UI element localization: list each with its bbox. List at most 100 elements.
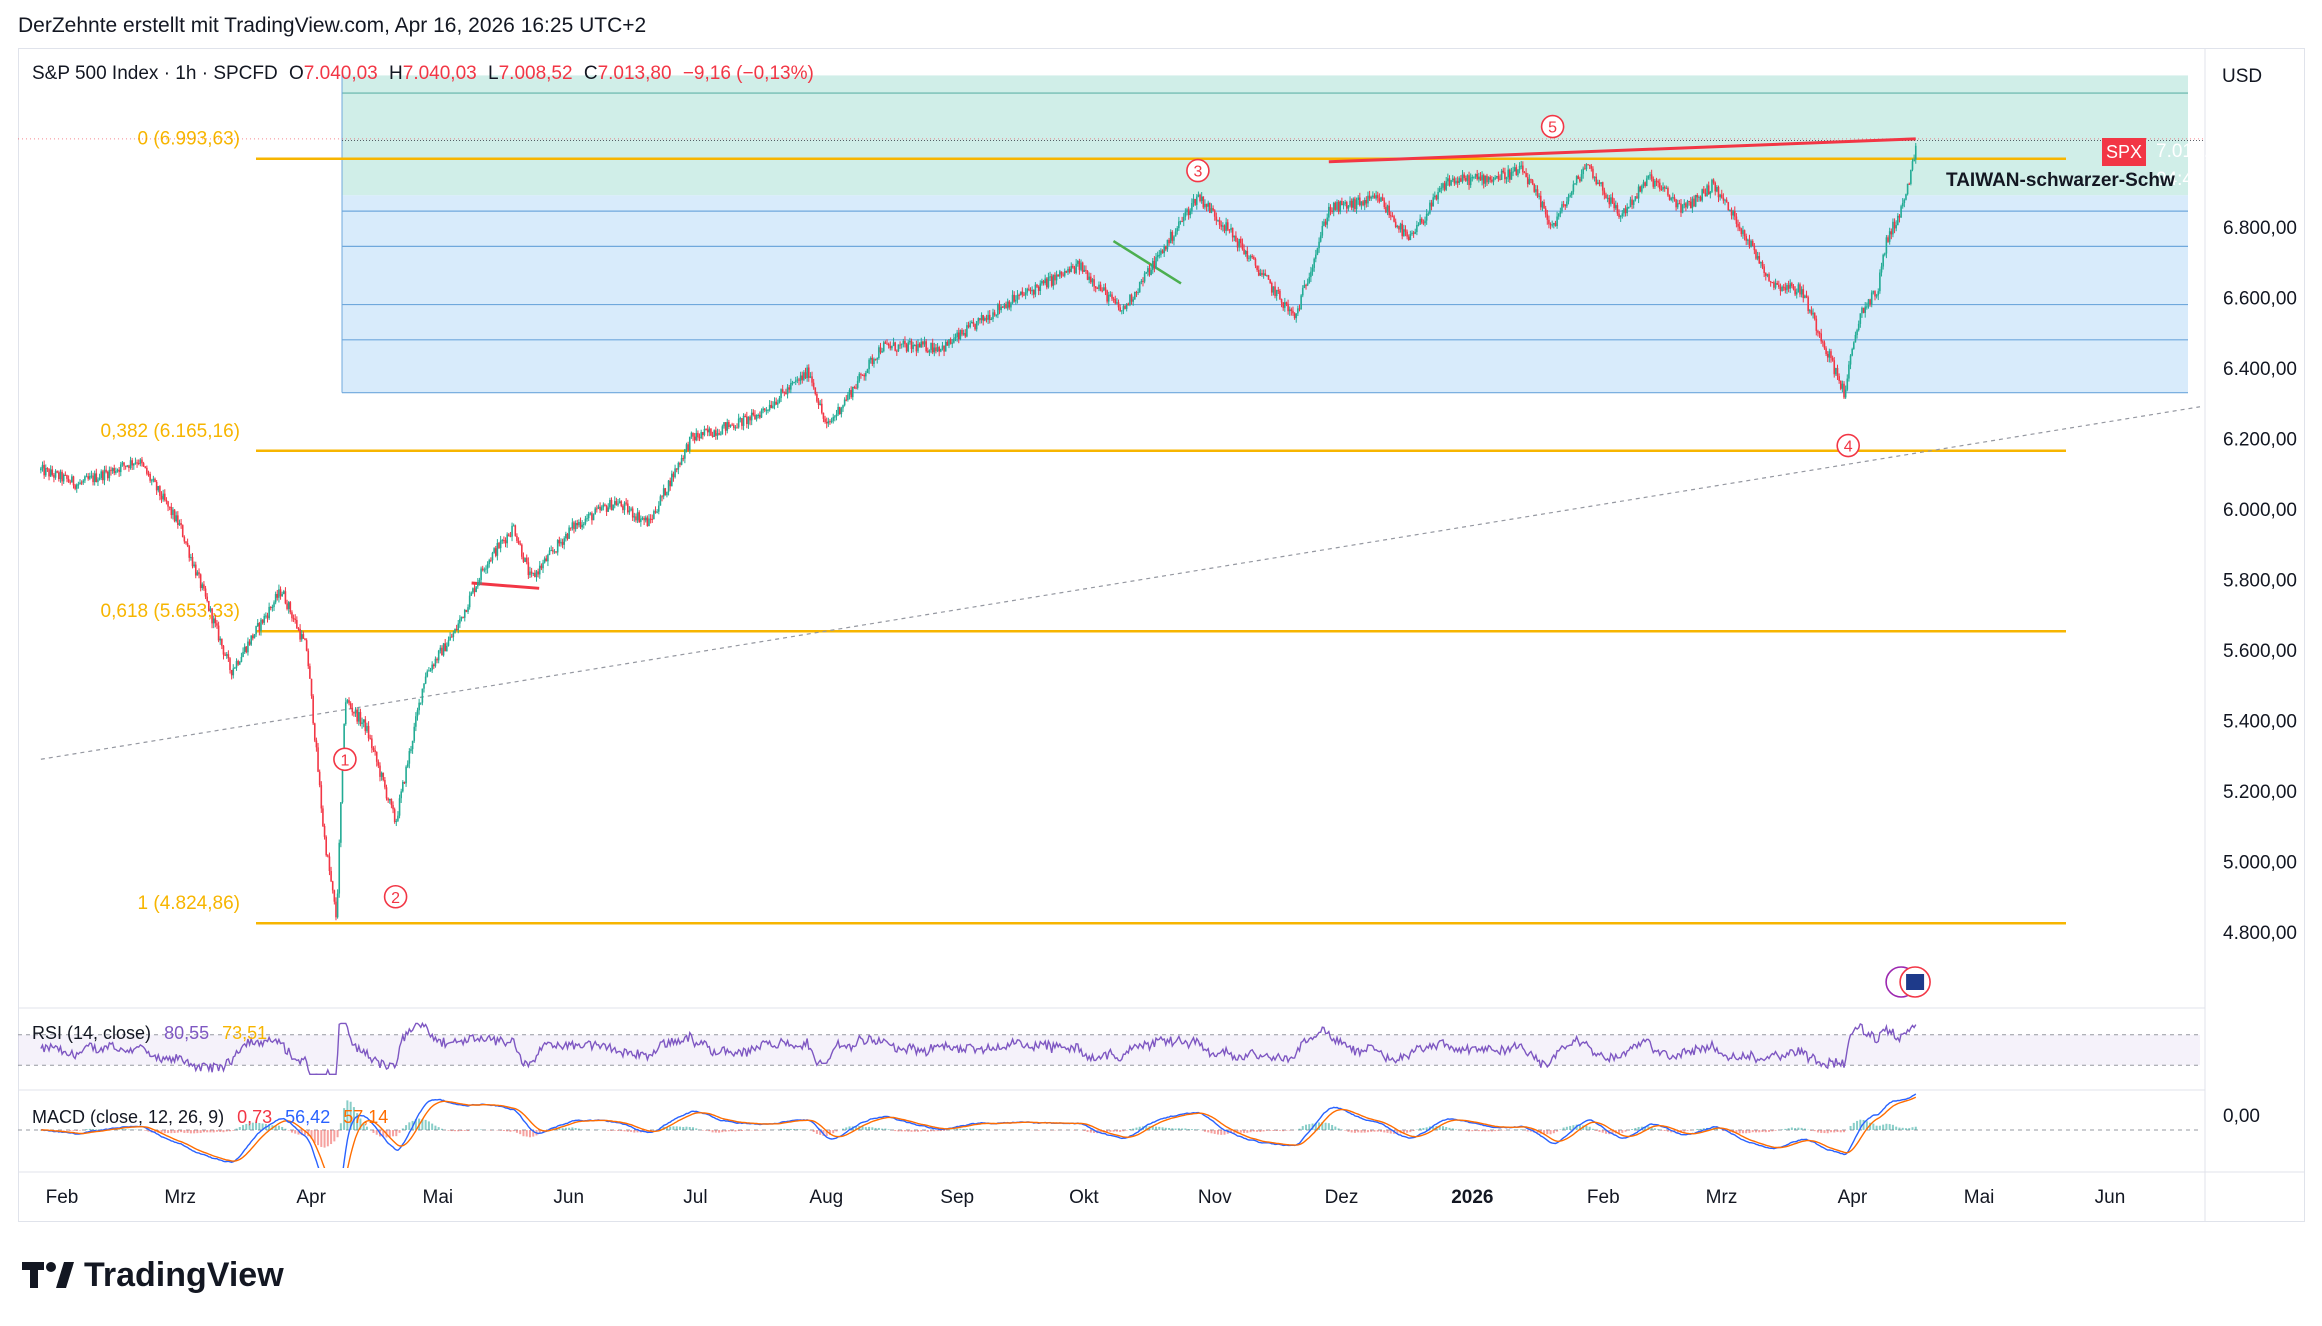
candle-body <box>1404 229 1407 232</box>
candle-body <box>274 594 277 603</box>
candle-body <box>617 503 619 506</box>
macd-histogram-bar <box>235 1128 238 1130</box>
x-tick-label: Apr <box>1838 1187 1868 1208</box>
annotation-label[interactable]: TAIWAN-schwarzer-Schw <box>1946 170 2175 191</box>
candle-body <box>1504 172 1506 180</box>
candle-body <box>1127 303 1130 306</box>
macd-histogram-bar <box>359 1118 362 1130</box>
currency-selector[interactable]: USD <box>2222 66 2263 87</box>
macd-histogram-bar <box>1321 1122 1324 1130</box>
candle-body <box>265 615 267 617</box>
macd-histogram-bar <box>692 1127 695 1130</box>
x-tick-label: Apr <box>296 1187 326 1208</box>
candle-body <box>1887 237 1889 242</box>
y-tick-label: 6.200,00 <box>2223 430 2297 451</box>
macd-histogram-bar <box>1298 1128 1301 1130</box>
candle-body <box>1641 185 1643 192</box>
candle-body <box>610 499 613 511</box>
candle-body <box>1332 202 1335 213</box>
macd-histogram-bar <box>695 1128 698 1130</box>
candle-body <box>260 619 262 631</box>
candle-body <box>762 408 764 411</box>
macd-histogram-bar <box>176 1130 179 1133</box>
candle-body <box>532 572 535 574</box>
candle-body <box>201 584 204 589</box>
candle-body <box>770 404 773 408</box>
candle-body <box>1605 194 1607 199</box>
candle-body <box>1037 286 1040 291</box>
candle-body <box>811 376 813 383</box>
candle-body <box>609 499 611 508</box>
candle-body <box>173 509 176 522</box>
candle-body <box>1553 222 1555 225</box>
macd-histogram-bar <box>326 1130 329 1147</box>
candle-body <box>1572 184 1575 192</box>
macd-hist-value: 0,73 <box>237 1107 273 1127</box>
macd-histogram-bar <box>1132 1128 1135 1130</box>
candle-body <box>212 618 215 624</box>
candle-body <box>40 468 42 471</box>
candle-body <box>1660 188 1663 190</box>
macd-histogram-bar <box>392 1130 395 1137</box>
macd-histogram-bar <box>665 1126 668 1130</box>
candle-body <box>781 389 784 392</box>
macd-histogram-bar <box>626 1130 629 1132</box>
macd-histogram-bar <box>1657 1129 1660 1130</box>
candle-body <box>1758 256 1761 264</box>
candle-body <box>1284 302 1286 308</box>
candle-body <box>1375 195 1377 199</box>
macd-histogram-bar <box>1774 1130 1777 1131</box>
candle-body <box>653 511 655 520</box>
macd-histogram-bar <box>424 1119 427 1130</box>
candle-body <box>1257 269 1260 276</box>
candle-body <box>1652 178 1655 187</box>
candle-body <box>1716 186 1718 192</box>
candle-body <box>1174 231 1177 237</box>
rsi-label[interactable]: RSI (14, close) <box>32 1023 152 1043</box>
macd-histogram-bar <box>453 1130 456 1132</box>
candle-body <box>633 516 636 518</box>
candle-body <box>910 340 913 350</box>
candle-body <box>1290 309 1293 311</box>
candle-body <box>961 329 963 335</box>
candle-body <box>478 579 481 583</box>
macd-histogram-bar <box>290 1130 293 1133</box>
high-value: 7.040,03 <box>402 63 477 84</box>
macd-histogram-bar <box>685 1126 688 1130</box>
macd-histogram-bar <box>1481 1130 1484 1132</box>
candle-body <box>1869 299 1871 305</box>
candle-body <box>224 654 226 656</box>
candle-body <box>956 332 958 338</box>
candle-body <box>1802 289 1805 298</box>
candle-body <box>1096 288 1099 290</box>
candle-body <box>1685 203 1687 208</box>
candle-body <box>763 408 766 411</box>
candle-body <box>1787 285 1790 289</box>
candle-body <box>581 524 583 528</box>
macd-histogram-bar <box>118 1129 121 1130</box>
wave-label-2: 2 <box>391 890 400 907</box>
macd-histogram-bar <box>1585 1125 1588 1130</box>
macd-histogram-bar <box>1826 1130 1829 1134</box>
symbol-label[interactable]: S&P 500 Index · 1h · SPCFD <box>32 63 278 84</box>
candle-body <box>196 572 199 576</box>
candle-body <box>1093 279 1095 287</box>
candle-body <box>600 507 603 511</box>
candle-body <box>1848 364 1850 379</box>
macd-histogram-bar <box>1634 1127 1637 1130</box>
macd-histogram-bar <box>1689 1130 1692 1131</box>
macd-histogram-bar <box>1128 1129 1131 1130</box>
candle-body <box>1505 177 1508 180</box>
candle-body <box>243 646 246 652</box>
macd-label[interactable]: MACD (close, 12, 26, 9) <box>32 1107 225 1127</box>
candle-body <box>987 314 989 320</box>
macd-histogram-bar <box>1207 1130 1210 1133</box>
candle-body <box>278 589 280 598</box>
macd-histogram-bar <box>1093 1130 1096 1133</box>
candle-body <box>163 493 166 501</box>
macd-histogram-bar <box>1249 1130 1252 1133</box>
candle-body <box>344 702 347 725</box>
macd-histogram-bar <box>1220 1130 1223 1135</box>
candle-body <box>463 609 466 618</box>
